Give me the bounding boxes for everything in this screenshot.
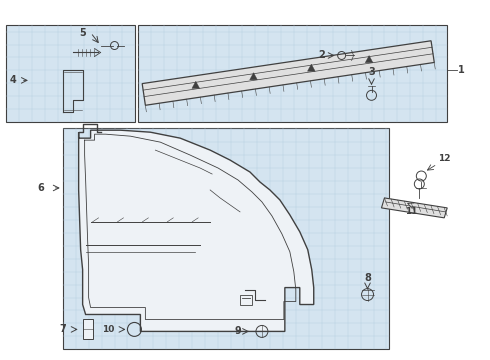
Text: 12: 12: [438, 154, 450, 163]
Bar: [6, 24, 135, 122]
Polygon shape: [142, 41, 434, 105]
Bar: [138, 24, 447, 122]
Polygon shape: [382, 198, 447, 218]
Polygon shape: [308, 64, 315, 71]
Text: 6: 6: [37, 183, 44, 193]
Polygon shape: [250, 73, 257, 80]
Text: 7: 7: [59, 324, 66, 334]
Bar: [83, 319, 93, 339]
Polygon shape: [365, 55, 373, 63]
Text: 8: 8: [364, 273, 371, 283]
Text: 3: 3: [368, 67, 375, 77]
Polygon shape: [78, 130, 314, 332]
Bar: [63, 128, 390, 349]
Text: 1: 1: [458, 66, 465, 76]
Text: 5: 5: [79, 28, 86, 37]
Text: 9: 9: [235, 327, 242, 336]
Text: 4: 4: [9, 75, 16, 85]
Text: 11: 11: [405, 207, 417, 216]
Text: 2: 2: [318, 50, 325, 60]
Polygon shape: [192, 81, 199, 89]
Text: 10: 10: [102, 325, 115, 334]
Bar: [240, 294, 252, 305]
